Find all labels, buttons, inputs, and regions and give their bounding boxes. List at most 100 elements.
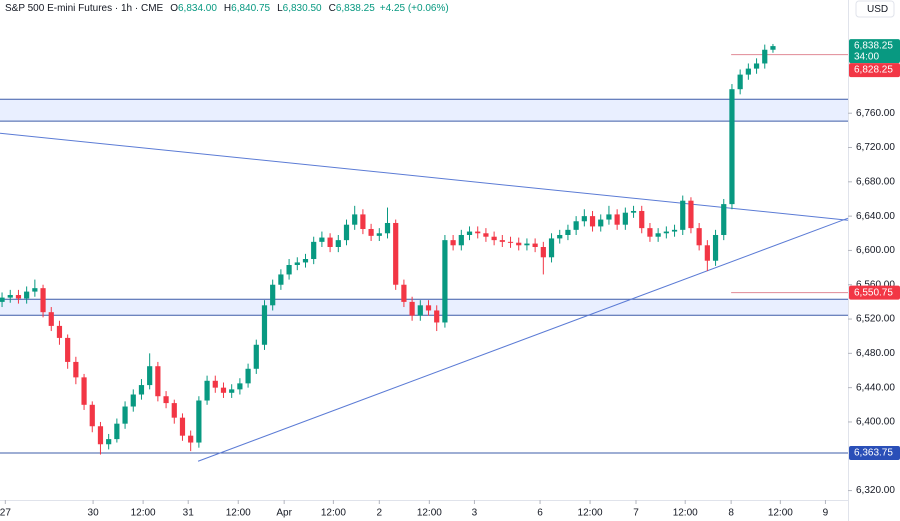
y-tick-label: 6,720.00	[856, 142, 895, 153]
candle-body	[417, 305, 423, 316]
x-tick-label: 7	[633, 508, 639, 519]
candle	[622, 207, 628, 230]
candle	[138, 379, 145, 400]
candle-body	[24, 291, 30, 299]
candle	[270, 279, 276, 311]
candle	[65, 334, 71, 369]
candle-body	[155, 366, 161, 397]
candle-body	[171, 403, 177, 418]
candle	[589, 210, 596, 232]
candle	[81, 373, 87, 410]
trend-line	[0, 132, 849, 221]
candle	[598, 214, 604, 232]
candle	[729, 84, 735, 210]
candle-body	[516, 242, 522, 246]
candle-body	[680, 200, 686, 230]
candle	[97, 421, 104, 455]
candle	[671, 224, 678, 237]
candle	[688, 197, 694, 234]
candle	[614, 209, 620, 230]
candle	[48, 307, 54, 332]
price-label: 6,838.25	[854, 41, 893, 52]
ohlc-value: 6,838.25	[336, 3, 375, 14]
candle	[352, 205, 358, 230]
candle	[762, 44, 768, 69]
candle-body	[688, 200, 694, 229]
chart-title: S&P 500 E-mini Futures · 1h · CME	[5, 3, 164, 14]
candle-body	[409, 301, 415, 316]
price-label-box	[849, 285, 900, 300]
x-tick-label: Apr	[276, 508, 292, 519]
candle-body	[696, 228, 702, 246]
candle-body	[40, 288, 46, 313]
candle-body	[729, 89, 735, 205]
candle-body	[704, 245, 710, 261]
candle-body	[442, 240, 448, 323]
legend-background	[0, 0, 430, 16]
candle	[393, 219, 399, 290]
x-tick-label: 12:00	[226, 508, 251, 519]
candle	[737, 69, 743, 95]
ohlc-value: 6,840.75	[231, 3, 270, 14]
price-label-box	[849, 63, 900, 78]
x-tick-label: 12:00	[768, 508, 793, 519]
candle-body	[565, 229, 571, 235]
candle	[540, 241, 546, 275]
candle	[204, 375, 210, 405]
candle	[475, 226, 481, 239]
currency[interactable]: USD	[867, 4, 888, 15]
candle-body	[48, 312, 54, 326]
candle	[516, 237, 522, 251]
candle-body	[7, 295, 13, 298]
candle-body	[483, 233, 489, 237]
candle-body	[122, 406, 128, 424]
candle-body	[589, 216, 596, 227]
currency-button[interactable]	[855, 0, 895, 18]
candle	[630, 205, 637, 218]
candle	[302, 253, 309, 268]
candle	[721, 198, 727, 241]
candle	[40, 284, 46, 318]
candle	[655, 228, 661, 242]
candle-body	[557, 234, 563, 239]
candle-body	[384, 222, 391, 234]
legend: S&P 500 E-mini Futures · 1h · CME O6,834.…	[5, 3, 449, 14]
candle	[261, 300, 268, 350]
candle	[458, 229, 464, 251]
candle-body	[499, 240, 505, 242]
candle-body	[114, 423, 120, 440]
candle	[294, 257, 300, 271]
candle-body	[327, 237, 333, 247]
x-tick-label: 30	[88, 508, 100, 519]
candle-body	[614, 214, 620, 225]
plot	[0, 43, 849, 462]
candle	[335, 234, 341, 253]
candle	[32, 279, 38, 297]
x-tick-label: 12:00	[131, 508, 156, 519]
candle-body	[540, 246, 546, 258]
candle-body	[466, 231, 473, 235]
axes: 6,320.00 6,400.00 6,440.00 6,480.00 6,520.00…	[0, 39, 900, 519]
price-label: 6,550.75	[854, 287, 893, 298]
candle	[696, 222, 702, 251]
ohlc-key: H	[224, 3, 231, 14]
x-tick-label: 9	[823, 508, 829, 519]
candle-body	[770, 46, 776, 50]
x-tick-label: 8	[728, 508, 734, 519]
candle-body	[475, 231, 481, 234]
candle	[770, 43, 776, 53]
y-tick-label: 6,400.00	[856, 417, 895, 428]
y-tick-label: 6,600.00	[856, 245, 895, 256]
candle	[606, 205, 612, 225]
candle-body	[89, 404, 95, 427]
candle	[122, 401, 128, 429]
candle	[319, 231, 325, 247]
price-label: 6,363.75	[854, 448, 893, 459]
candle-body	[106, 439, 112, 445]
candle	[401, 279, 407, 308]
x-tick-label: 6	[537, 508, 543, 519]
ohlc-value: 6,830.50	[283, 3, 322, 14]
candle	[106, 433, 112, 450]
candle-body	[532, 243, 538, 247]
candle	[188, 430, 194, 452]
